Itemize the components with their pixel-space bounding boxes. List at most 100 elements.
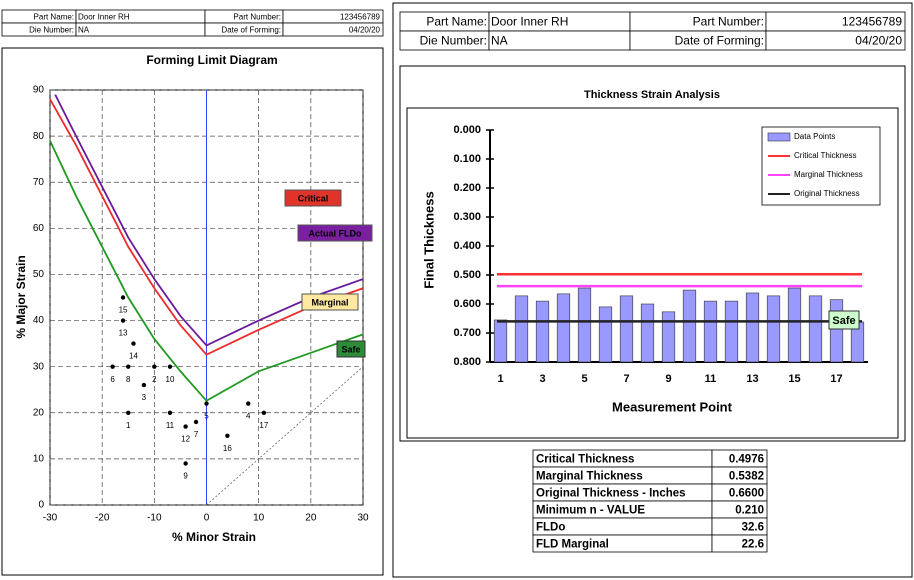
curve-tag-label: Critical <box>298 193 329 203</box>
header-label: Date of Forming: <box>221 26 281 35</box>
header-label: Part Number: <box>233 13 281 22</box>
bar <box>829 299 844 363</box>
y-tick-label: 0.200 <box>453 182 481 194</box>
bar <box>766 295 781 363</box>
data-point <box>167 410 173 415</box>
y-tick-label: 0.000 <box>453 124 481 136</box>
data-point <box>246 401 251 406</box>
x-tick-label: 7 <box>623 373 629 385</box>
x-tick-label: 30 <box>357 513 369 524</box>
data-point <box>110 364 115 369</box>
bar <box>493 319 508 363</box>
header-value: Door Inner RH <box>78 13 130 22</box>
point-label: 11 <box>166 421 175 430</box>
bar <box>598 306 613 363</box>
header-value: 123456789 <box>340 13 381 22</box>
point-label: 4 <box>246 412 251 421</box>
bar <box>724 300 739 363</box>
point-label: 6 <box>110 375 115 384</box>
point-label: 14 <box>129 352 138 361</box>
bar <box>703 300 718 363</box>
x-tick-label: -30 <box>43 513 58 524</box>
header-value: 123456789 <box>842 15 902 29</box>
header-cell <box>282 22 384 37</box>
curve-tag-label: Actual FLDo <box>309 228 363 238</box>
limit-curve <box>49 98 364 356</box>
header-cell <box>488 30 631 51</box>
legend-label: Critical Thickness <box>794 151 857 160</box>
point-label: 8 <box>126 375 131 384</box>
y-axis-label: % Major Strain <box>14 255 28 338</box>
point-label: 3 <box>142 393 147 402</box>
annotation: Safe <box>341 344 360 354</box>
y-tick-label: 0 <box>38 500 44 511</box>
x-tick-label: -20 <box>95 513 110 524</box>
y-tick-label: 0.500 <box>453 269 481 281</box>
bar <box>640 303 655 363</box>
y-tick-label: 90 <box>33 85 45 96</box>
header-label: Part Name: <box>426 15 487 29</box>
table-value: 32.6 <box>742 522 764 534</box>
point-label: 13 <box>119 329 128 338</box>
annotation-box <box>828 310 860 330</box>
legend-label: Original Thickness <box>794 189 860 198</box>
header-label: Part Name: <box>34 13 74 22</box>
y-tick-label: 20 <box>33 407 45 418</box>
table-label: FLD Marginal <box>536 539 609 551</box>
annotation: Safe <box>832 315 855 327</box>
chart-title: Forming Limit Diagram <box>146 53 277 67</box>
data-point <box>225 433 230 439</box>
data-point <box>204 401 209 406</box>
limit-curve <box>54 94 364 347</box>
y-tick-label: 40 <box>33 315 45 326</box>
header-value: NA <box>78 26 90 35</box>
header-value: 04/20/20 <box>349 26 381 35</box>
bar <box>577 287 592 363</box>
header-value: 04/20/20 <box>855 34 902 48</box>
y-tick-label: 50 <box>33 269 45 280</box>
data-point <box>261 410 267 415</box>
bar <box>619 295 634 363</box>
data-point <box>183 424 188 429</box>
bar <box>745 292 760 363</box>
y-axis-label: Final Thickness <box>421 191 436 289</box>
y-tick-label: 30 <box>33 361 45 372</box>
y-tick-label: 10 <box>33 454 45 465</box>
x-tick-label: 0 <box>204 513 210 524</box>
header-label: Part Number: <box>693 15 764 29</box>
x-tick-label: 20 <box>305 513 317 524</box>
x-tick-label: 1 <box>497 373 503 385</box>
data-point <box>193 419 199 425</box>
header-label: Date of Forming: <box>675 34 764 48</box>
data-point <box>120 295 126 300</box>
table-label: Minimum n - VALUE <box>536 505 645 517</box>
y-tick-label: 0.400 <box>453 240 481 252</box>
bar <box>556 293 571 363</box>
table-value: 0.210 <box>735 505 764 517</box>
x-axis-label: Measurement Point <box>612 399 733 414</box>
x-tick-label: 11 <box>705 373 717 385</box>
bar <box>514 295 529 363</box>
header-cell <box>765 30 906 51</box>
x-tick-label: -10 <box>147 513 162 524</box>
point-label: 12 <box>181 435 190 444</box>
point-label: 10 <box>166 375 175 384</box>
y-tick-label: 0.100 <box>453 153 481 165</box>
table-value: 22.6 <box>742 539 764 551</box>
y-tick-label: 0.300 <box>453 211 481 223</box>
data-point <box>126 410 131 415</box>
y-tick-label: 0.600 <box>453 298 481 310</box>
x-axis-label: % Minor Strain <box>172 530 256 544</box>
bar <box>787 287 802 363</box>
data-point <box>131 341 136 346</box>
table-value: 0.5382 <box>729 471 764 483</box>
data-point <box>126 364 131 369</box>
point-label: 16 <box>223 444 232 453</box>
y-tick-label: 0.800 <box>453 356 481 368</box>
table-label: Critical Thickness <box>536 454 634 466</box>
legend-label: Data Points <box>794 132 835 141</box>
table-label: Marginal Thickness <box>536 471 643 483</box>
bar <box>535 300 550 363</box>
x-tick-label: 9 <box>665 373 671 385</box>
